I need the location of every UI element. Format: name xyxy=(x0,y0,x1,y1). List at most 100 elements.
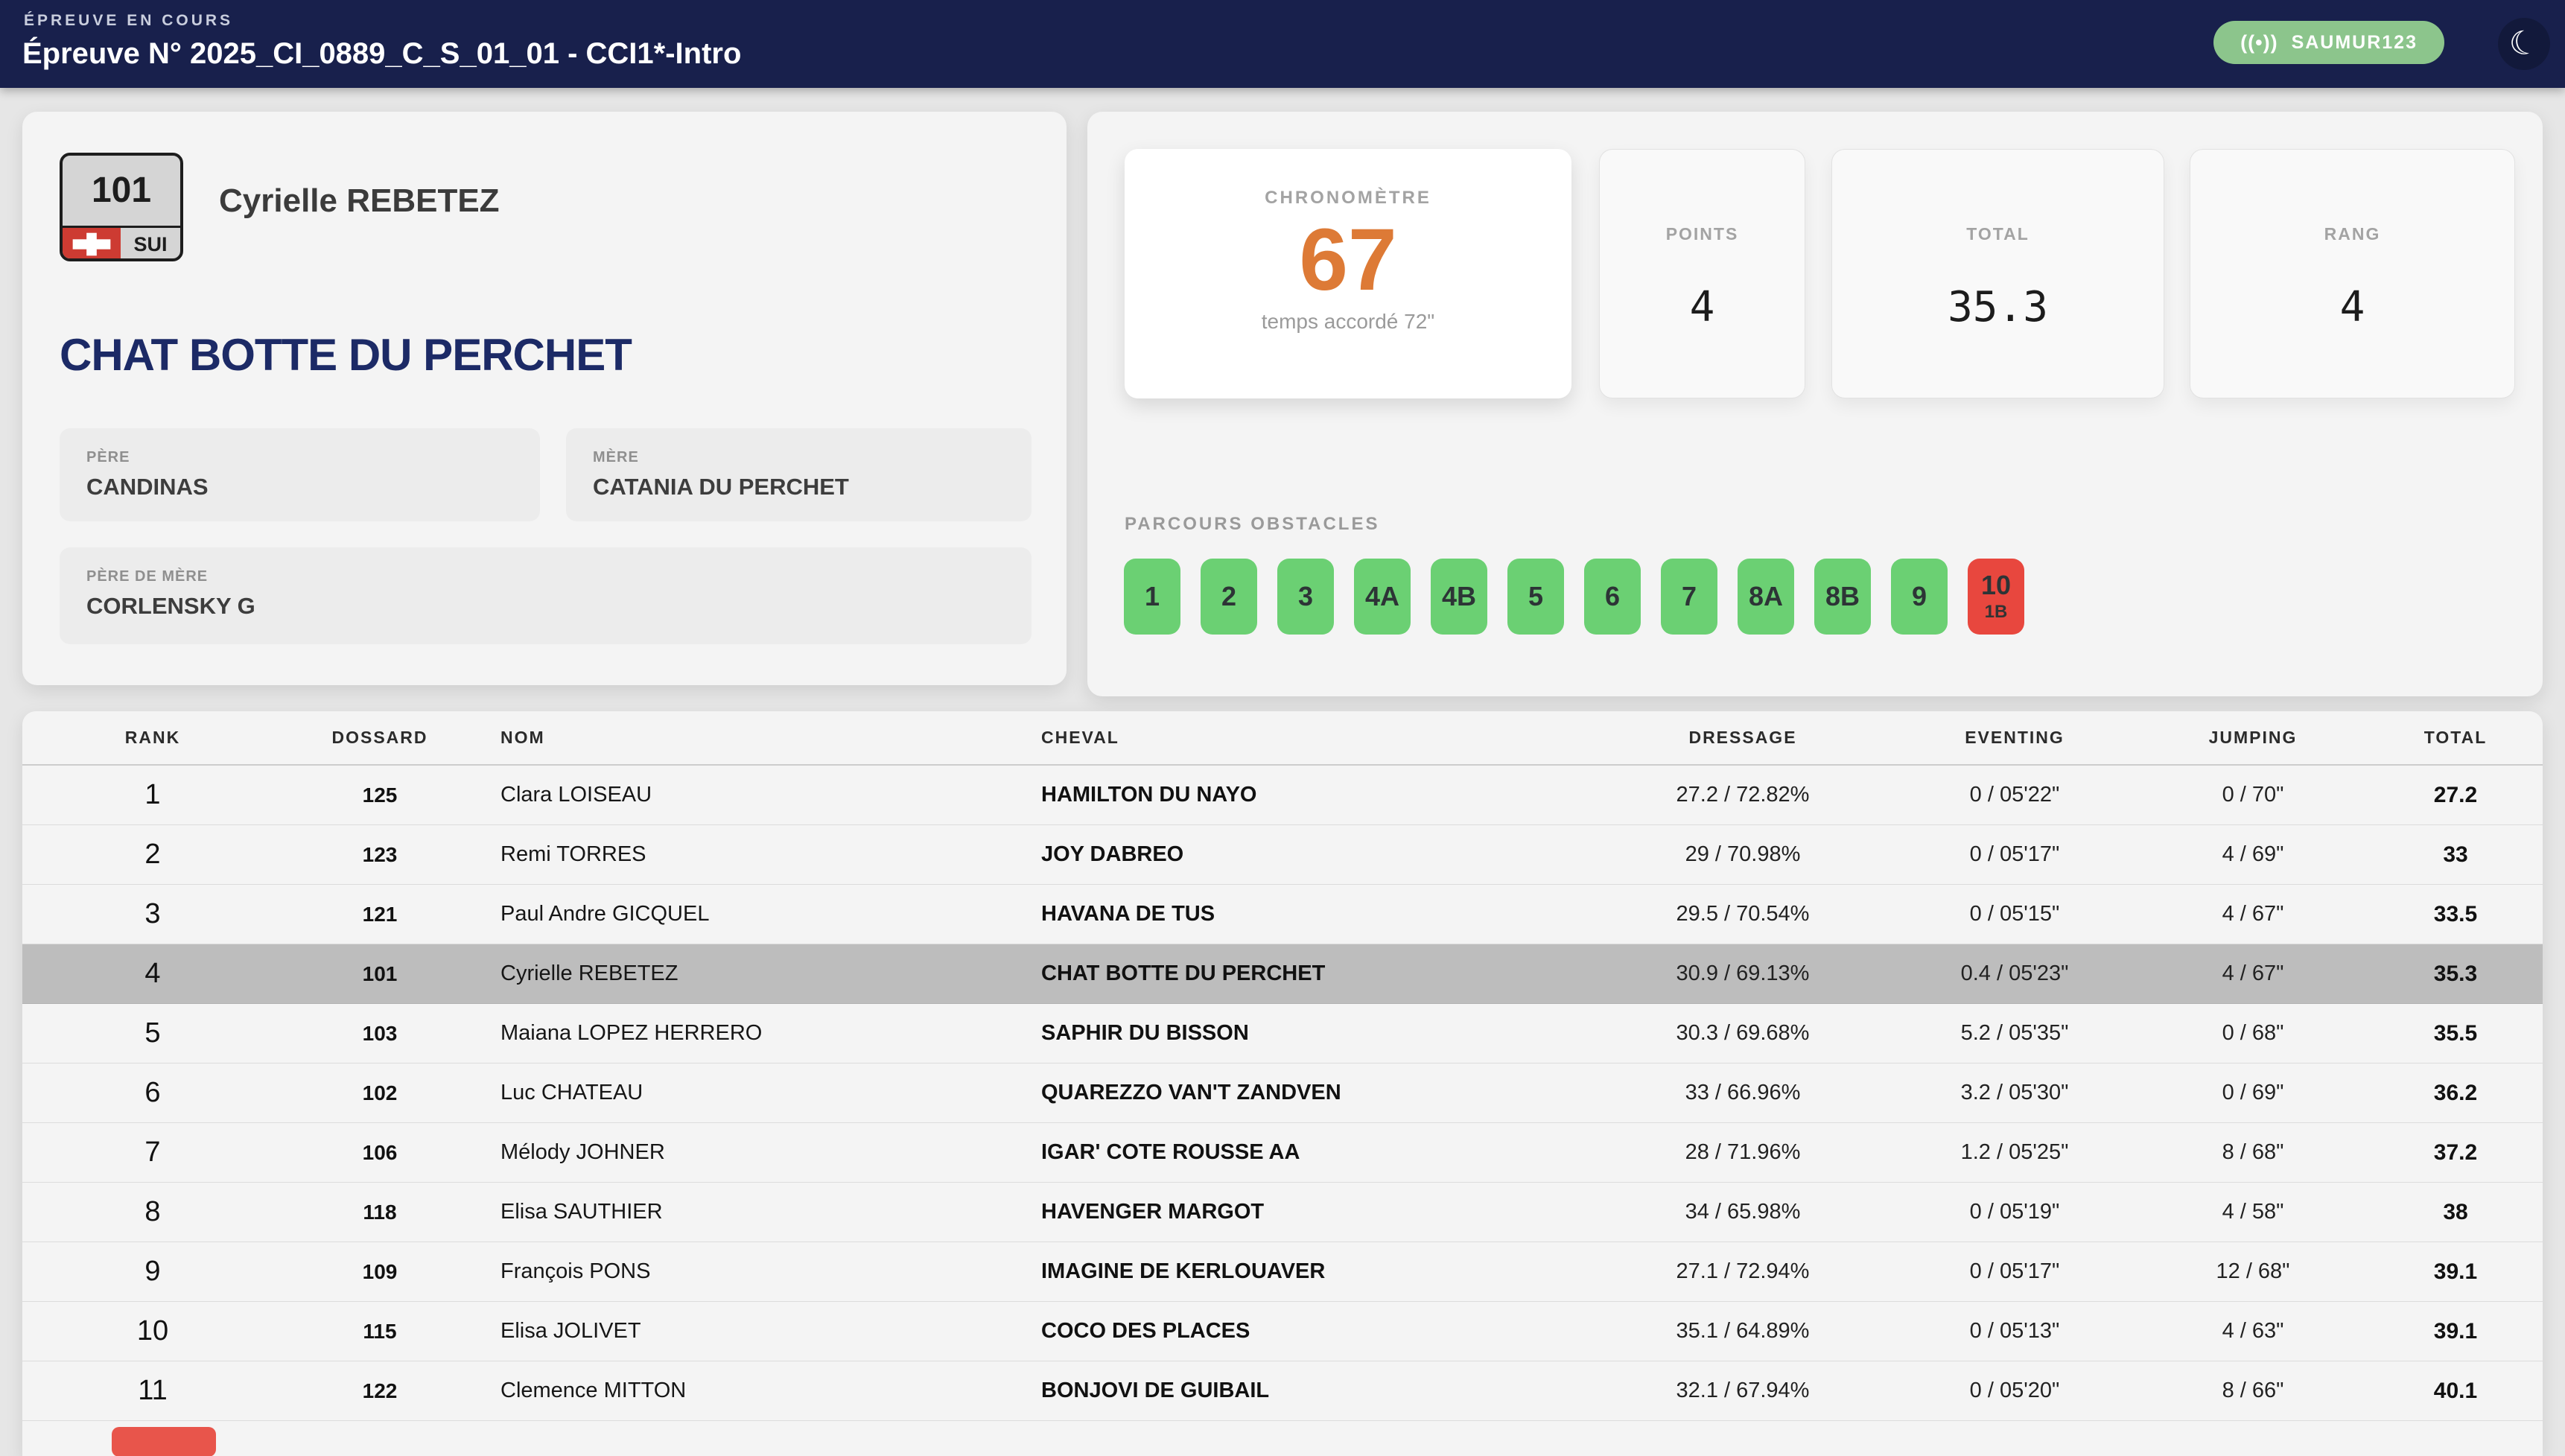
jumping-cell: 4 / 69" xyxy=(2222,842,2284,866)
total-label: TOTAL xyxy=(1966,224,2030,244)
obstacles-section-label: PARCOURS OBSTACLES xyxy=(1125,514,1380,534)
dressage-cell: 29.5 / 70.54% xyxy=(1676,902,1810,926)
dressage-cell: 28 / 71.96% xyxy=(1685,1140,1801,1164)
results-table: RANK DOSSARD NOM CHEVAL DRESSAGE EVENTIN… xyxy=(22,711,2543,1456)
dossard-cell: 121 xyxy=(362,902,398,926)
total-cell: 40.1 xyxy=(2433,1378,2478,1403)
pedigree-dam-value: CATANIA DU PERCHET xyxy=(593,474,849,500)
table-row-2[interactable]: 2 123 Remi TORRES JOY DABREO 29 / 70.98%… xyxy=(22,825,2543,885)
obstacle-label: 9 xyxy=(1911,581,1927,611)
page-title: Épreuve N° 2025_CI_0889_C_S_01_01 - CCI1… xyxy=(22,37,742,70)
table-row-3[interactable]: 3 121 Paul Andre GICQUEL HAVANA DE TUS 2… xyxy=(22,885,2543,944)
moon-icon: ☾ xyxy=(2505,22,2543,65)
live-badge-label: SAUMUR123 xyxy=(2291,31,2418,53)
jumping-cell: 4 / 63" xyxy=(2222,1319,2284,1343)
jumping-cell: 0 / 68" xyxy=(2222,1021,2284,1045)
rider-name-cell: François PONS xyxy=(500,1259,651,1283)
rank-cell: 11 xyxy=(138,1375,168,1406)
total-value: 35.3 xyxy=(1948,283,2048,331)
rider-name: Cyrielle REBETEZ xyxy=(219,182,500,219)
table-row-5[interactable]: 5 103 Maiana LOPEZ HERRERO SAPHIR DU BIS… xyxy=(22,1004,2543,1064)
dossard-cell: 118 xyxy=(363,1200,397,1224)
obstacle-box-8b: 8B xyxy=(1814,559,1871,635)
rank-card: RANG 4 xyxy=(2190,149,2515,398)
table-row-4-current[interactable]: 4 101 Cyrielle REBETEZ CHAT BOTTE DU PER… xyxy=(22,944,2543,1004)
pedigree-sire-box: PÈRE CANDINAS xyxy=(60,428,540,521)
swiss-flag-icon xyxy=(63,228,121,258)
obstacle-label: 2 xyxy=(1221,581,1237,611)
eventing-cell: 0 / 05'19" xyxy=(1969,1200,2060,1224)
eventing-cell: 0 / 05'13" xyxy=(1969,1319,2060,1343)
rider-name-cell: Clemence MITTON xyxy=(500,1379,687,1402)
rider-name-cell: Mélody JOHNER xyxy=(500,1140,665,1164)
table-row-10[interactable]: 10 115 Elisa JOLIVET COCO DES PLACES 35.… xyxy=(22,1302,2543,1361)
column-header-dressage: DRESSAGE xyxy=(1688,728,1797,747)
jumping-cell: 4 / 67" xyxy=(2222,961,2284,985)
dressage-cell: 30.9 / 69.13% xyxy=(1676,961,1810,985)
points-card: POINTS 4 xyxy=(1599,149,1805,398)
topbar: ÉPREUVE EN COURS Épreuve N° 2025_CI_0889… xyxy=(0,0,2565,88)
rank-cell: 3 xyxy=(144,898,161,929)
live-badge[interactable]: ((•)) SAUMUR123 xyxy=(2213,21,2444,64)
table-row-6[interactable]: 6 102 Luc CHATEAU QUAREZZO VAN'T ZANDVEN… xyxy=(22,1064,2543,1123)
eventing-cell: 0.4 / 05'23" xyxy=(1960,961,2069,985)
eventing-cell: 3.2 / 05'30" xyxy=(1960,1081,2069,1104)
rider-name-cell: Cyrielle REBETEZ xyxy=(500,961,678,985)
eventing-cell: 0 / 05'17" xyxy=(1969,1259,2060,1283)
jumping-cell: 4 / 67" xyxy=(2222,902,2284,926)
jumping-cell: 8 / 68" xyxy=(2222,1140,2284,1164)
horse-name-cell: HAVENGER MARGOT xyxy=(1041,1200,1265,1224)
live-stats-card: CHRONOMÈTRE 67 temps accordé 72" POINTS … xyxy=(1087,112,2543,696)
dossard-cell: 122 xyxy=(362,1379,398,1402)
pedigree-damsire-box: PÈRE DE MÈRE CORLENSKY G xyxy=(60,547,1032,644)
total-cell: 35.5 xyxy=(2433,1020,2478,1046)
country-code: SUI xyxy=(133,233,168,255)
table-row-9[interactable]: 9 109 François PONS IMAGINE DE KERLOUAVE… xyxy=(22,1242,2543,1302)
rank-cell: 6 xyxy=(144,1077,161,1108)
obstacle-label: 10 xyxy=(1980,570,2012,600)
obstacle-label: 4B xyxy=(1441,581,1477,611)
points-label: POINTS xyxy=(1665,224,1739,244)
total-cell: 33.5 xyxy=(2433,901,2478,926)
dressage-cell: 27.1 / 72.94% xyxy=(1676,1259,1810,1283)
rank-cell: 9 xyxy=(144,1256,161,1287)
rider-name-cell: Paul Andre GICQUEL xyxy=(500,902,710,926)
jumping-cell: 8 / 66" xyxy=(2222,1379,2284,1402)
dossard-cell: 123 xyxy=(362,842,398,866)
obstacle-label: 8A xyxy=(1748,581,1784,611)
points-value: 4 xyxy=(1689,283,1715,331)
eventing-cell: 0 / 05'22" xyxy=(1969,783,2060,807)
rider-card: 101 SUI Cyrielle REBETEZ CHAT BOTTE DU P… xyxy=(22,112,1067,685)
horse-name-cell: IMAGINE DE KERLOUAVER xyxy=(1041,1259,1326,1283)
horse-name-cell: CHAT BOTTE DU PERCHET xyxy=(1041,961,1326,985)
rider-name-cell: Maiana LOPEZ HERRERO xyxy=(500,1021,763,1045)
table-row-8[interactable]: 8 118 Elisa SAUTHIER HAVENGER MARGOT 34 … xyxy=(22,1183,2543,1242)
dark-mode-toggle[interactable]: ☾ xyxy=(2498,18,2550,70)
dressage-cell: 34 / 65.98% xyxy=(1685,1200,1801,1224)
chronometer-card: CHRONOMÈTRE 67 temps accordé 72" xyxy=(1125,149,1571,398)
pedigree-sire-label: PÈRE xyxy=(86,449,130,465)
chronometer-label: CHRONOMÈTRE xyxy=(1265,188,1431,208)
dressage-cell: 27.2 / 72.82% xyxy=(1676,783,1810,807)
obstacle-box-10-fault: 10 1B xyxy=(1968,559,2024,635)
rider-name-cell: Elisa SAUTHIER xyxy=(500,1200,663,1224)
dressage-cell: 29 / 70.98% xyxy=(1685,842,1801,866)
table-row-1[interactable]: 1 125 Clara LOISEAU HAMILTON DU NAYO 27.… xyxy=(22,766,2543,825)
dossard-cell: 101 xyxy=(362,961,398,985)
pedigree-dam-label: MÈRE xyxy=(593,449,639,465)
horse-name: CHAT BOTTE DU PERCHET xyxy=(60,330,632,380)
dressage-cell: 30.3 / 69.68% xyxy=(1676,1021,1810,1045)
dossard-cell: 106 xyxy=(362,1140,398,1164)
rank-cell: 5 xyxy=(144,1017,161,1049)
rank-label: RANG xyxy=(2324,224,2381,244)
table-row-11[interactable]: 11 122 Clemence MITTON BONJOVI DE GUIBAI… xyxy=(22,1361,2543,1421)
pedigree-damsire-value: CORLENSKY G xyxy=(86,593,255,619)
eventing-cell: 0 / 05'15" xyxy=(1969,902,2060,926)
horse-name-cell: BONJOVI DE GUIBAIL xyxy=(1041,1379,1270,1402)
column-header-cheval: CHEVAL xyxy=(1041,728,1119,747)
rank-cell: 2 xyxy=(144,839,161,870)
table-row-7[interactable]: 7 106 Mélody JOHNER IGAR' COTE ROUSSE AA… xyxy=(22,1123,2543,1183)
eventing-cell: 0 / 05'17" xyxy=(1969,842,2060,866)
dressage-cell: 35.1 / 64.89% xyxy=(1676,1319,1810,1343)
